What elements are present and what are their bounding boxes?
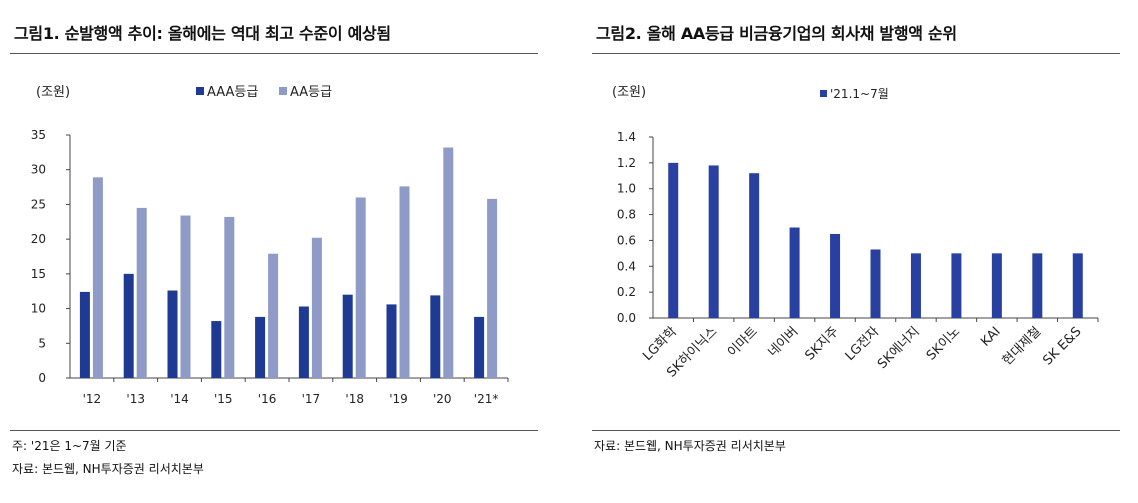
y-tick-label: 0.4	[617, 259, 636, 273]
bar-1-4	[268, 253, 279, 378]
bar-1-8	[443, 147, 454, 378]
bar-0	[668, 162, 679, 318]
x-tick-label: SK E&S	[1040, 324, 1084, 368]
y-tick-label: 15	[31, 267, 46, 281]
bar-9	[1032, 253, 1043, 318]
x-tick-label: '15	[214, 392, 233, 406]
bar-0-0	[79, 291, 90, 378]
bar-1-2	[180, 215, 191, 378]
y-tick-label: 0	[38, 371, 46, 385]
x-tick-label: '14	[170, 392, 189, 406]
bar-1-5	[311, 237, 322, 378]
x-tick-label: SK에너지	[875, 324, 923, 372]
y-tick-label: 1.0	[617, 182, 636, 196]
x-tick-label: '13	[126, 392, 145, 406]
y-tick-label: 1.4	[617, 130, 636, 144]
y-tick-label: 0.6	[617, 233, 636, 247]
x-tick-label: LG화학	[640, 324, 680, 364]
bar-1-0	[92, 177, 103, 378]
x-tick-label: '20	[433, 392, 452, 406]
bar-4	[830, 233, 841, 318]
legend-swatch-1	[279, 87, 287, 95]
x-tick-label: LG전자	[843, 324, 883, 364]
figure-2-source: 자료: 본드웹, NH투자증권 리서치본부	[594, 439, 786, 453]
x-tick-label: '12	[83, 392, 102, 406]
figure-2-bottom-rule	[592, 430, 1120, 431]
legend-label-1: AA등급	[290, 85, 332, 100]
x-tick-label: SK지주	[802, 324, 841, 363]
y-tick-label: 20	[31, 232, 46, 246]
x-tick-label: SK이노	[924, 324, 963, 363]
bar-1	[708, 165, 719, 318]
figure-2-panel: 그림2. 올해 AA등급 비금융기업의 회사채 발행액 순위 (조원) '21.1…	[592, 0, 1138, 503]
y-tick-label: 30	[31, 163, 46, 177]
bar-10	[1072, 253, 1083, 318]
figure-2-chart: (조원) '21.1~7월 0.0 0.2 0.4 0.6 0.8 1.0 1.2 1.4 LG화학…	[612, 85, 1099, 381]
y-tick-label: 1.2	[617, 156, 636, 170]
figure-2-title: 그림2. 올해 AA등급 비금융기업의 회사채 발행액 순위	[596, 24, 957, 43]
y-tick-label: 0.8	[617, 208, 636, 222]
y-unit-label: (조원)	[612, 85, 646, 100]
figure-1-bottom-rule	[10, 430, 538, 431]
bar-1-9	[487, 198, 498, 378]
x-tick-label: '17	[302, 392, 321, 406]
x-tick-label: '18	[345, 392, 364, 406]
x-tick-label: '21*	[474, 392, 499, 406]
bar-5	[870, 249, 881, 318]
bar-8	[991, 253, 1002, 318]
bar-1-3	[224, 216, 235, 378]
bar-1-7	[399, 186, 410, 378]
figure-1-panel: 그림1. 순발행액 추이: 올해에는 역대 최고 수준이 예상됨 (조원) AAA…	[0, 0, 540, 503]
figure-1-chart: (조원) AAA등급 AA등급 0 5 10 15 20 25 30 35 '12 '13 '14 '15 '…	[31, 85, 509, 406]
bar-2	[749, 173, 760, 318]
bar-0-1	[123, 273, 134, 378]
legend-label-0: AAA등급	[207, 85, 258, 100]
y-unit-label: (조원)	[36, 85, 70, 100]
bar-0-2	[167, 290, 178, 378]
figure-1-note: 주: '21은 1~7월 기준	[12, 439, 127, 453]
bar-0-3	[211, 321, 222, 378]
legend-label-0: '21.1~7월	[830, 87, 889, 101]
y-tick-label: 10	[31, 302, 46, 316]
x-tick-label: 이마트	[725, 324, 761, 360]
bar-0-5	[298, 306, 309, 378]
y-tick-label: 0.0	[617, 311, 636, 325]
x-tick-label: 네이버	[765, 324, 801, 360]
bar-6	[910, 253, 921, 318]
bar-7	[951, 253, 962, 318]
figure-1-source: 자료: 본드웹, NH투자증권 리서치본부	[12, 462, 204, 476]
bar-0-9	[474, 316, 485, 378]
y-tick-label: 5	[38, 336, 46, 350]
bar-3	[789, 227, 800, 318]
figure-1-top-rule	[10, 53, 538, 54]
y-tick-label: 25	[31, 197, 46, 211]
figure-1-title: 그림1. 순발행액 추이: 올해에는 역대 최고 수준이 예상됨	[14, 24, 391, 43]
legend-swatch-0	[820, 90, 827, 97]
y-tick-label: 0.2	[617, 285, 636, 299]
bar-0-7	[386, 304, 397, 378]
y-tick-label: 35	[31, 128, 46, 142]
x-tick-label: 현대제철	[1000, 324, 1044, 368]
bar-0-4	[255, 316, 266, 378]
bar-1-6	[355, 197, 366, 378]
bar-0-8	[430, 295, 441, 378]
bar-1-1	[136, 207, 147, 378]
figure-2-top-rule	[592, 53, 1120, 54]
x-tick-label: KAI	[978, 324, 1003, 349]
x-tick-label: '19	[389, 392, 408, 406]
legend-swatch-0	[196, 87, 204, 95]
x-tick-label: '16	[258, 392, 277, 406]
bar-0-6	[342, 294, 353, 378]
